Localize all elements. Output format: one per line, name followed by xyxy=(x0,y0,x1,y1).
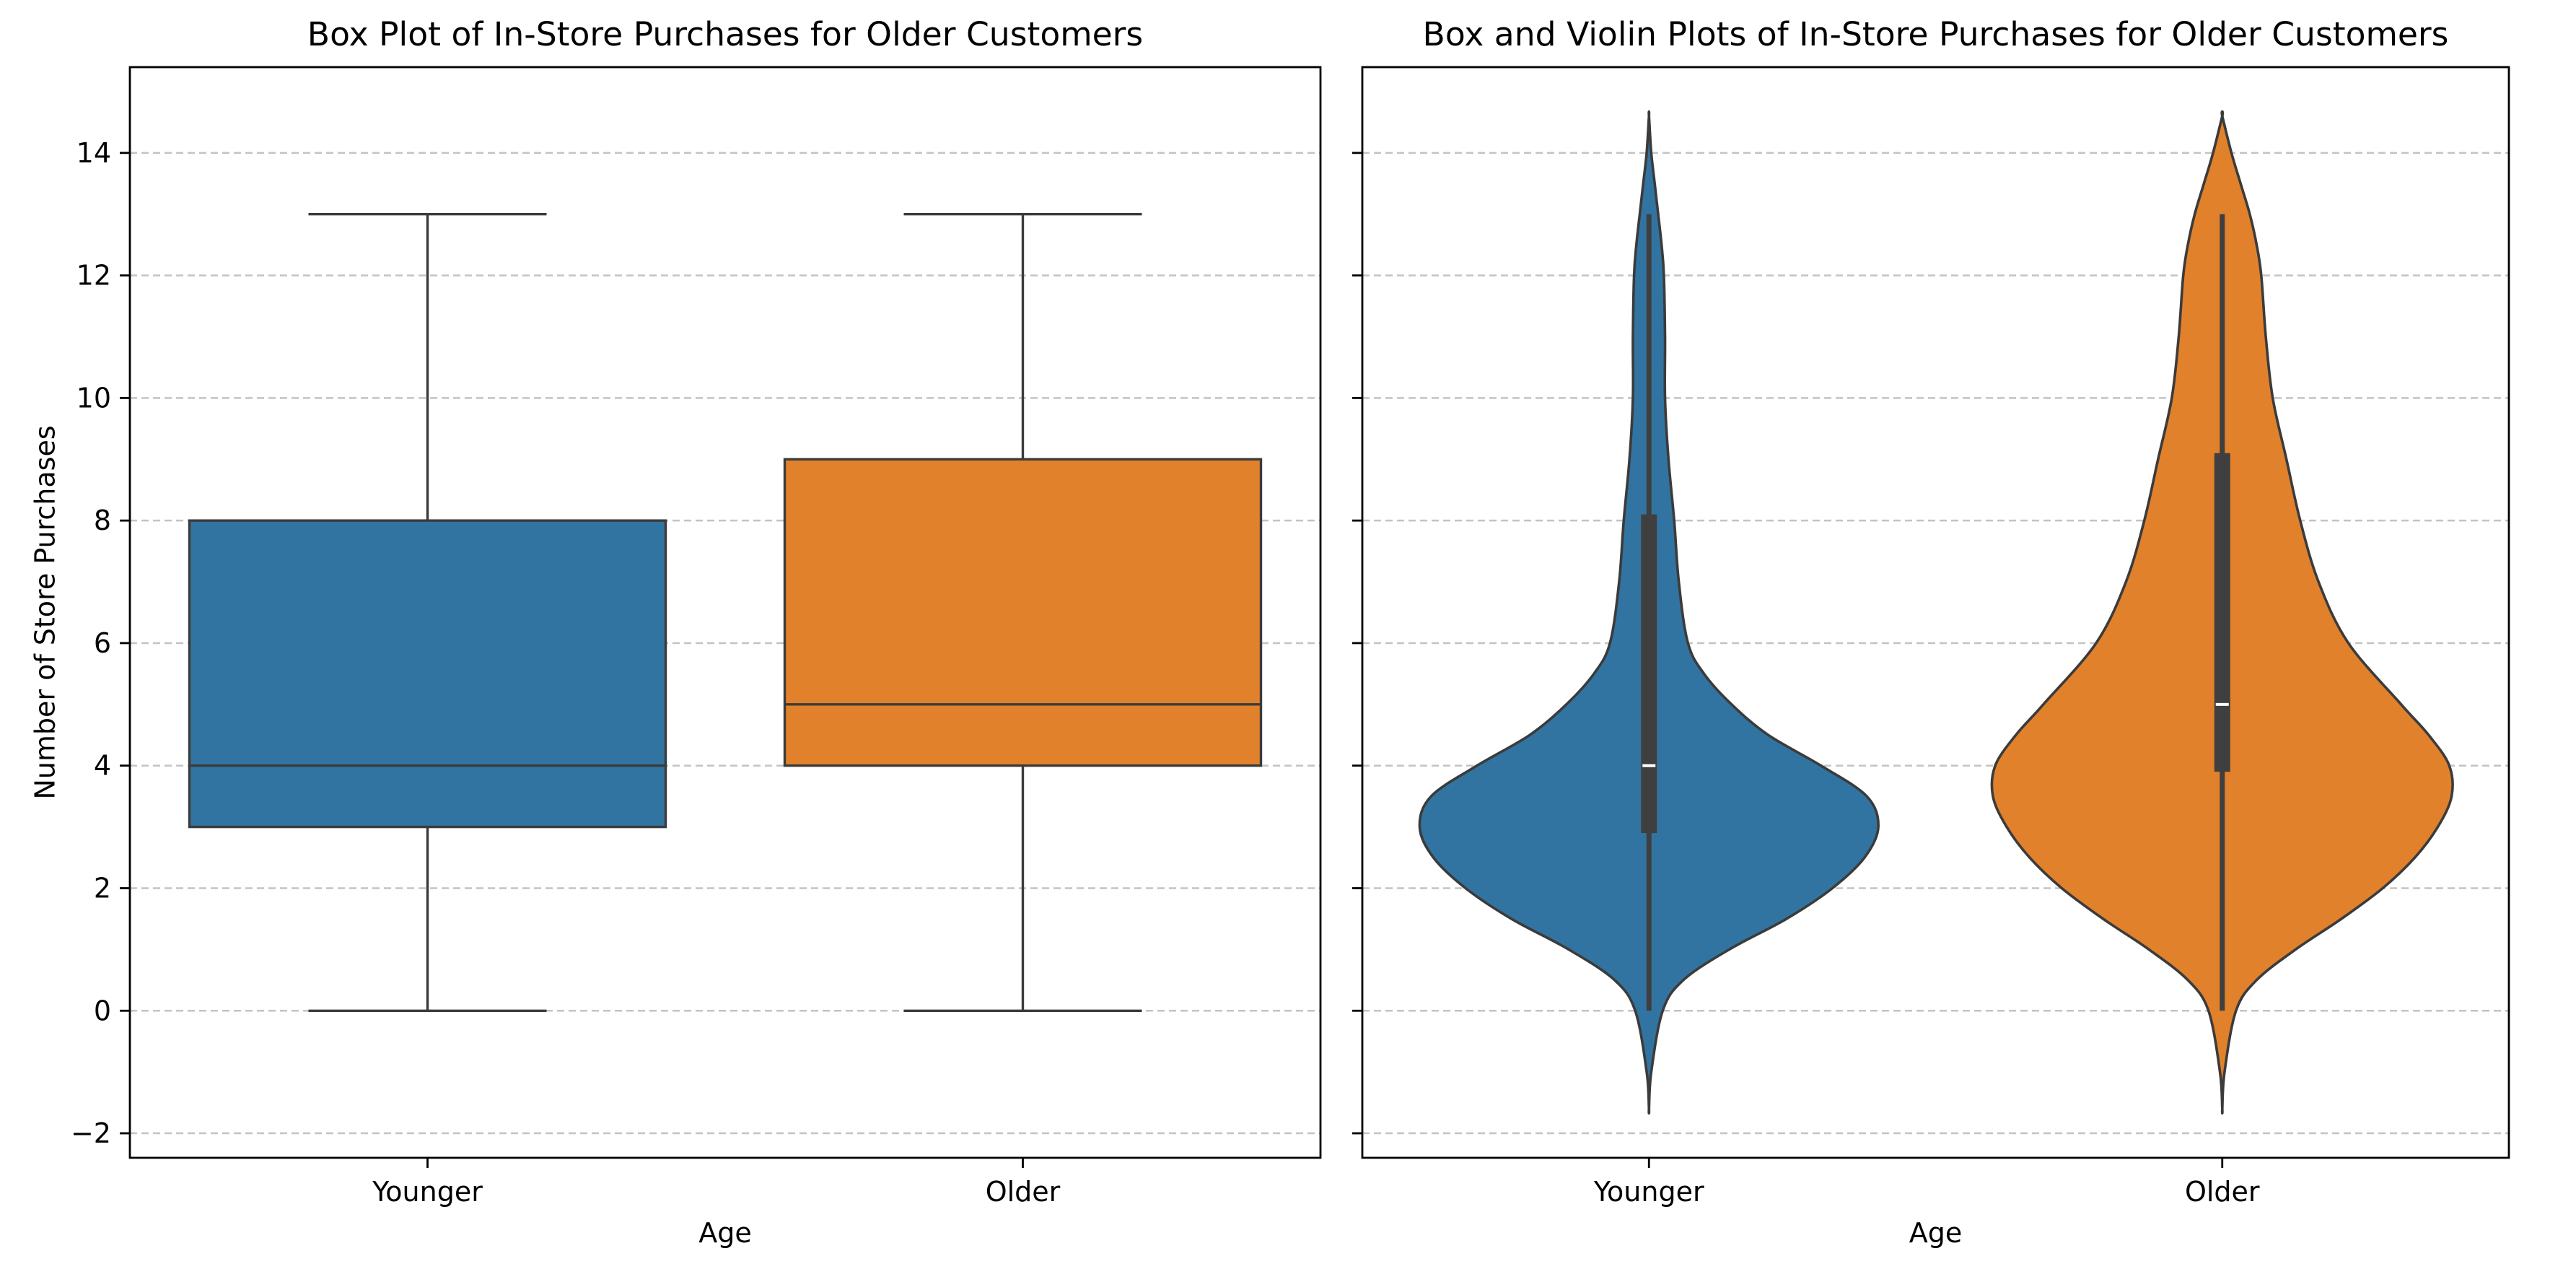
chart-title: Box and Violin Plots of In-Store Purchas… xyxy=(1423,15,2449,53)
y-tick-label: 2 xyxy=(94,872,111,904)
inner-iqr-box xyxy=(1641,514,1657,834)
x-axis-label: Age xyxy=(698,1217,752,1249)
y-tick-label: 0 xyxy=(94,995,111,1026)
y-axis-ticks xyxy=(1352,152,1362,1135)
iqr-box xyxy=(188,519,667,829)
chart-title: Box Plot of In-Store Purchases for Older… xyxy=(307,15,1143,53)
violin-older xyxy=(1990,110,2454,1115)
plot-frame xyxy=(128,66,1322,1159)
plot-frame xyxy=(1361,66,2510,1159)
box-younger xyxy=(188,213,667,1012)
inner-iqr-box xyxy=(2214,453,2230,772)
violin-plot-marks xyxy=(1418,110,2454,1115)
violin-plot-panel: Younger Older Box and Violin Plots of In-… xyxy=(1352,15,2510,1249)
x-axis-label: Age xyxy=(1909,1217,1963,1249)
x-tick-label: Younger xyxy=(372,1176,483,1208)
x-axis-ticks: Younger Older xyxy=(1593,1158,2260,1208)
x-tick-label: Younger xyxy=(1593,1176,1704,1208)
iqr-box xyxy=(783,458,1263,767)
y-tick-label: 4 xyxy=(94,750,111,782)
y-axis-ticks: −2 0 2 4 6 8 10 12 14 xyxy=(71,137,130,1149)
y-tick-label: 14 xyxy=(76,137,111,169)
y-tick-label: 12 xyxy=(76,260,111,292)
violin-younger xyxy=(1418,110,1880,1115)
y-tick-label: −2 xyxy=(71,1117,111,1149)
x-axis-ticks: Younger Older xyxy=(372,1158,1061,1208)
box-plot-panel: −2 0 2 4 6 8 10 12 14 Younger Older Box Plot of I… xyxy=(29,15,1322,1249)
y-tick-label: 6 xyxy=(94,627,111,659)
y-axis-label: Number of Store Purchases xyxy=(29,425,61,799)
x-tick-label: Older xyxy=(986,1176,1061,1208)
box-plot-marks xyxy=(188,213,1263,1012)
x-tick-label: Older xyxy=(2185,1176,2260,1208)
box-older xyxy=(783,213,1263,1012)
y-tick-label: 8 xyxy=(94,505,111,536)
y-tick-label: 10 xyxy=(76,382,111,414)
